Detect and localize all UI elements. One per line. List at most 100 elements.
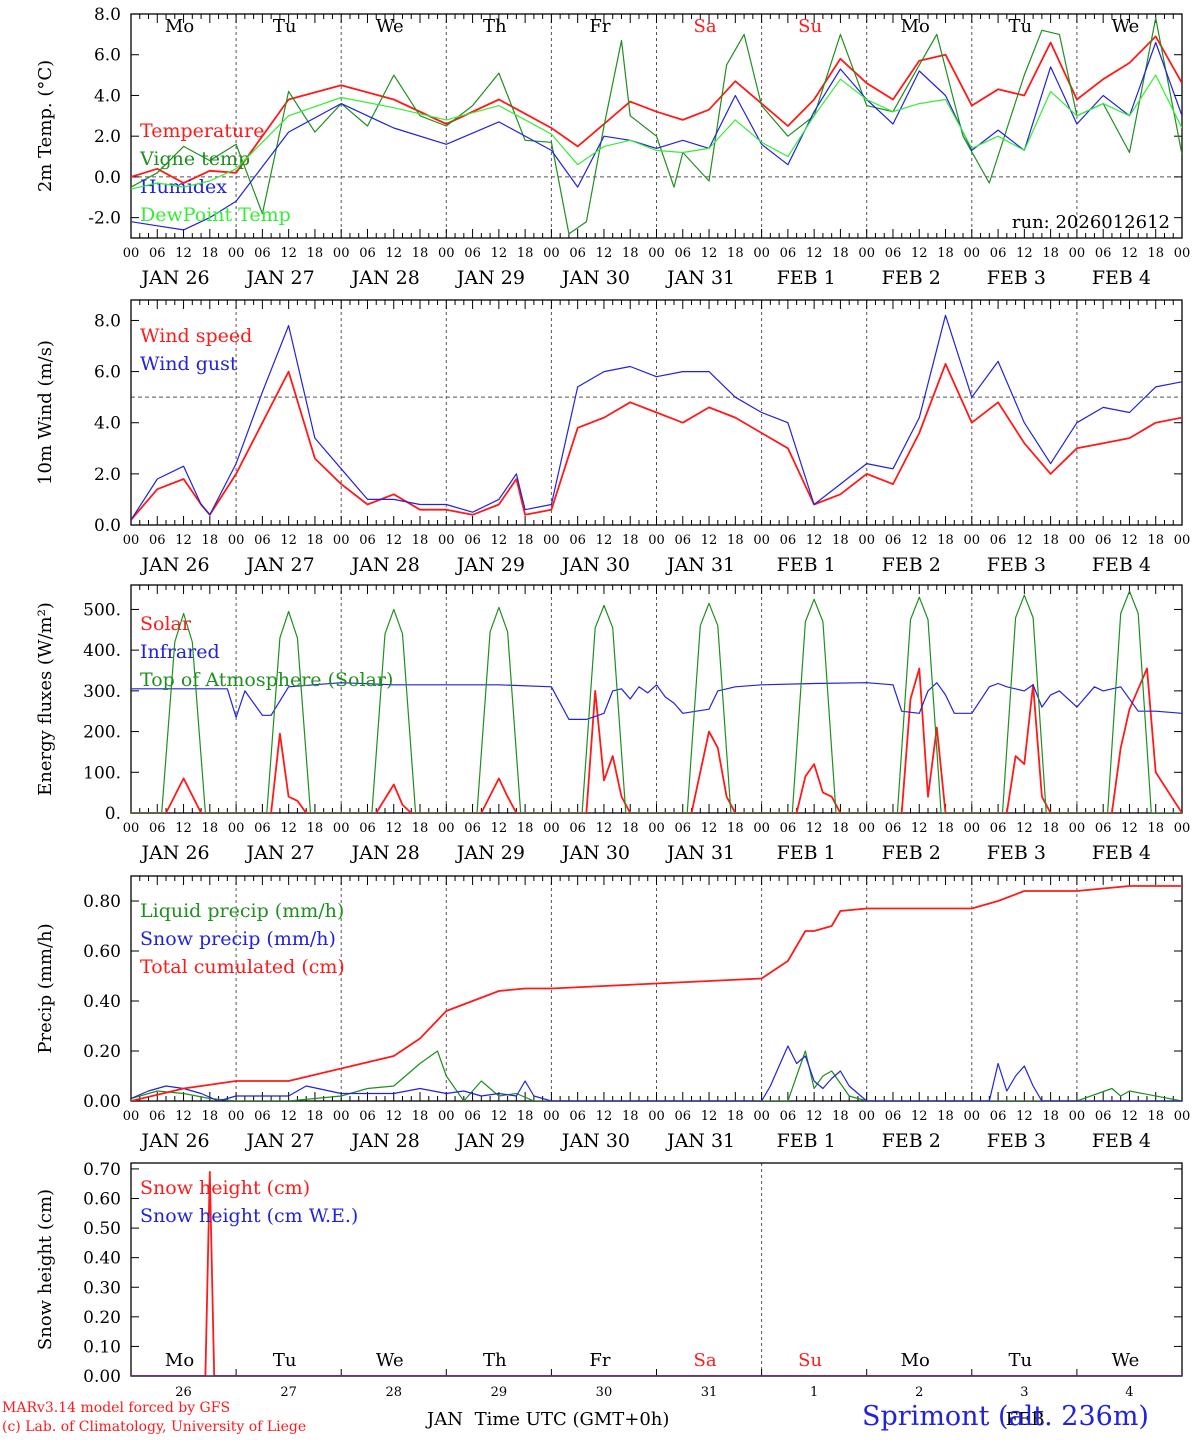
- y-tick-label: 200.: [83, 723, 121, 743]
- y-tick-label: 100.: [83, 763, 121, 783]
- legend-entry-infrared: Infrared: [140, 641, 220, 663]
- x-hour-label: 06: [254, 533, 271, 548]
- x-hour-label: 06: [254, 246, 271, 261]
- x-hour-label: 00: [543, 246, 560, 261]
- x-hour-label: 12: [911, 533, 928, 548]
- x-hour-label: 12: [280, 246, 297, 261]
- x-hour-label: 12: [1121, 246, 1138, 261]
- series-line-humidex: [131, 41, 1182, 231]
- x-hour-label: 06: [1095, 533, 1112, 548]
- y-tick-label: 300.: [83, 682, 121, 702]
- panel-snow: 0.00 0.10 0.20 0.30 0.40 0.50 0.60 0.70 Snow hei…: [35, 1160, 1183, 1430]
- x-hour-label: 06: [675, 246, 692, 261]
- x-hour-label: 18: [1147, 533, 1164, 548]
- y-tick-label: 8.0: [94, 311, 121, 331]
- x-hour-label: 12: [385, 246, 402, 261]
- x-hour-label: 00: [438, 821, 455, 836]
- y-axis-label: Precip (mm/h): [35, 923, 56, 1053]
- y-axis-label: 2m Temp. (°C): [35, 60, 56, 192]
- x-hour-label: 12: [701, 821, 718, 836]
- x-hour-label: 18: [727, 821, 744, 836]
- weekday-label: Fr: [589, 1350, 610, 1371]
- x-hour-label: 18: [202, 533, 219, 548]
- legend-entry-top-of-atmosphere-solar-: Top of Atmosphere (Solar): [140, 669, 393, 691]
- x-day-number: 29: [491, 1385, 508, 1400]
- x-hour-label: 00: [964, 1109, 981, 1124]
- series-line-top-of-atmosphere-solar-: [131, 590, 1182, 813]
- x-day-number: 3: [1020, 1385, 1028, 1400]
- x-day-label: JAN 27: [245, 554, 315, 576]
- legend-entry-temperature: Temperature: [140, 120, 264, 142]
- x-hour-label: 00: [543, 533, 560, 548]
- x-day-number: 1: [810, 1385, 818, 1400]
- x-day-label: JAN 30: [560, 554, 630, 576]
- y-axis-label: Snow height (cm): [35, 1189, 56, 1350]
- x-hour-label: 06: [149, 246, 166, 261]
- x-day-label: JAN 29: [455, 1130, 525, 1152]
- x-hour-label: 12: [911, 246, 928, 261]
- x-day-label: FEB 3: [987, 842, 1046, 864]
- x-hour-label: 12: [911, 821, 928, 836]
- x-hour-label: 06: [1095, 1109, 1112, 1124]
- x-hour-label: 12: [385, 1109, 402, 1124]
- x-hour-label: 06: [569, 1109, 586, 1124]
- x-hour-label: 12: [806, 821, 823, 836]
- x-hour-label: 12: [806, 533, 823, 548]
- x-hour-label: 00: [123, 246, 140, 261]
- panel-wind: 0.0 2.0 4.0 6.0 8.0 10m Wind (m/s) 00 06 12 18 JAN…: [35, 299, 1190, 576]
- x-hour-label: 12: [1016, 533, 1033, 548]
- legend-entry-dewpoint-temp: DewPoint Temp: [140, 204, 291, 226]
- x-hour-label: 12: [596, 1109, 613, 1124]
- x-day-label: FEB 2: [882, 554, 941, 576]
- x-hour-label: 06: [464, 1109, 481, 1124]
- x-hour-label: 12: [175, 533, 192, 548]
- series-line-wind-speed: [131, 362, 1182, 521]
- panel-temp: -2.0 0.0 2.0 4.0 6.0 8.0 2m Temp. (°C) 00 06 12 18…: [35, 5, 1190, 289]
- y-tick-label: 0.40: [83, 1249, 121, 1269]
- y-axis-label: 10m Wind (m/s): [35, 340, 56, 485]
- x-day-label: FEB 1: [777, 842, 836, 864]
- x-day-label: FEB 1: [777, 267, 836, 289]
- x-hour-label: 00: [333, 533, 350, 548]
- x-day-number: 27: [280, 1385, 297, 1400]
- x-hour-label: 00: [858, 821, 875, 836]
- x-day-label: FEB 3: [987, 554, 1046, 576]
- x-hour-label: 06: [885, 533, 902, 548]
- weekday-label: Sa: [694, 16, 717, 37]
- x-day-label: JAN 29: [455, 554, 525, 576]
- x-hour-label: 18: [412, 821, 429, 836]
- x-hour-label: 12: [596, 821, 613, 836]
- x-hour-label: 18: [622, 821, 639, 836]
- x-hour-label: 18: [622, 1109, 639, 1124]
- x-day-label: JAN 26: [139, 267, 209, 289]
- x-hour-label: 18: [202, 1109, 219, 1124]
- x-day-label: JAN 31: [665, 1130, 735, 1152]
- x-hour-label: 12: [1121, 1109, 1138, 1124]
- y-tick-label: 0.00: [83, 1367, 121, 1387]
- x-hour-label: 00: [753, 246, 770, 261]
- legend-entry-snow-precip-mm-h-: Snow precip (mm/h): [140, 928, 336, 950]
- x-hour-label: 12: [1016, 246, 1033, 261]
- x-hour-label: 12: [596, 533, 613, 548]
- y-tick-label: 0.00: [83, 1092, 121, 1112]
- x-hour-label: 18: [727, 246, 744, 261]
- x-hour-label: 18: [517, 1109, 534, 1124]
- x-hour-label: 18: [517, 246, 534, 261]
- y-tick-label: 400.: [83, 641, 121, 661]
- x-day-label: JAN 31: [665, 554, 735, 576]
- x-day-number: 28: [385, 1385, 402, 1400]
- legend-entry-total-cumulated-cm-: Total cumulated (cm): [140, 956, 345, 978]
- x-day-label: FEB 1: [777, 1130, 836, 1152]
- x-hour-label: 00: [858, 246, 875, 261]
- x-hour-label: 06: [569, 533, 586, 548]
- x-hour-label: 06: [464, 533, 481, 548]
- x-hour-label: 06: [675, 1109, 692, 1124]
- weekday-label: We: [376, 16, 404, 37]
- y-tick-label: 0.0: [94, 516, 121, 536]
- x-hour-label: 18: [622, 246, 639, 261]
- weekday-label: We: [376, 1350, 404, 1371]
- x-hour-label: 18: [832, 246, 849, 261]
- series-line-total-cumulated-cm-: [131, 885, 1182, 1101]
- x-hour-label: 12: [385, 821, 402, 836]
- x-hour-label: 12: [491, 246, 508, 261]
